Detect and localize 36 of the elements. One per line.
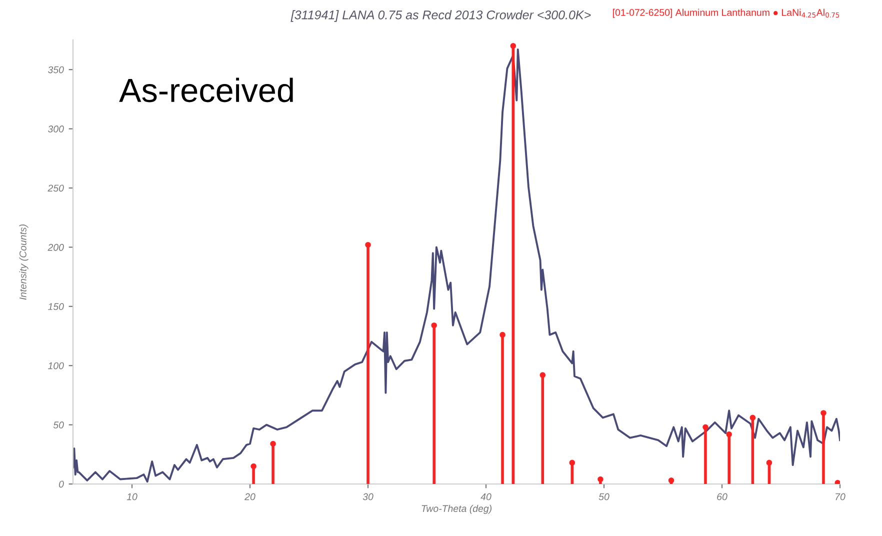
x-tick-label: 50 bbox=[598, 493, 610, 500]
y-tick-label: 350 bbox=[48, 66, 64, 74]
x-axis-title: Two-Theta (deg) bbox=[422, 504, 492, 514]
point bbox=[500, 332, 506, 338]
annotation: As-received bbox=[119, 78, 293, 102]
x-tick-label: 20 bbox=[244, 493, 256, 500]
point bbox=[365, 242, 371, 248]
point bbox=[270, 440, 276, 447]
point bbox=[598, 476, 604, 482]
point bbox=[250, 463, 256, 470]
point bbox=[540, 372, 546, 378]
point bbox=[510, 43, 516, 49]
y-tick-label: 150 bbox=[48, 303, 64, 310]
x-tick-label: 70 bbox=[836, 493, 846, 500]
chart-title: [311941] LANA 0.75 as Recd 2013 Crowder <300.0K> bbox=[290, 10, 591, 22]
y-tick-label: 50 bbox=[53, 422, 64, 428]
point bbox=[834, 480, 840, 484]
point bbox=[766, 460, 772, 466]
x-tick-label: 60 bbox=[717, 493, 728, 500]
y-tick-label: 300 bbox=[48, 126, 64, 132]
y-tick-label: 100 bbox=[48, 362, 64, 370]
x-tick-label: 40 bbox=[480, 493, 492, 500]
y-tick-label: 250 bbox=[48, 184, 64, 192]
y-tick-label: 0 bbox=[58, 480, 64, 488]
x-tick-label: 10 bbox=[126, 493, 138, 500]
y-tick-label: 200 bbox=[48, 244, 64, 251]
x-tick-label: 30 bbox=[362, 493, 374, 500]
y-axis-title: Intensity (Counts) bbox=[19, 224, 28, 300]
point bbox=[668, 478, 674, 484]
point bbox=[569, 460, 576, 466]
text: [01-072-6250] Aluminum Lanthanum ● LaNi$_{4.25}$Al$_{0.75}$ bbox=[613, 8, 840, 18]
point bbox=[431, 322, 437, 328]
point bbox=[820, 410, 826, 416]
point bbox=[726, 431, 732, 438]
point bbox=[750, 414, 756, 421]
point bbox=[702, 424, 708, 430]
